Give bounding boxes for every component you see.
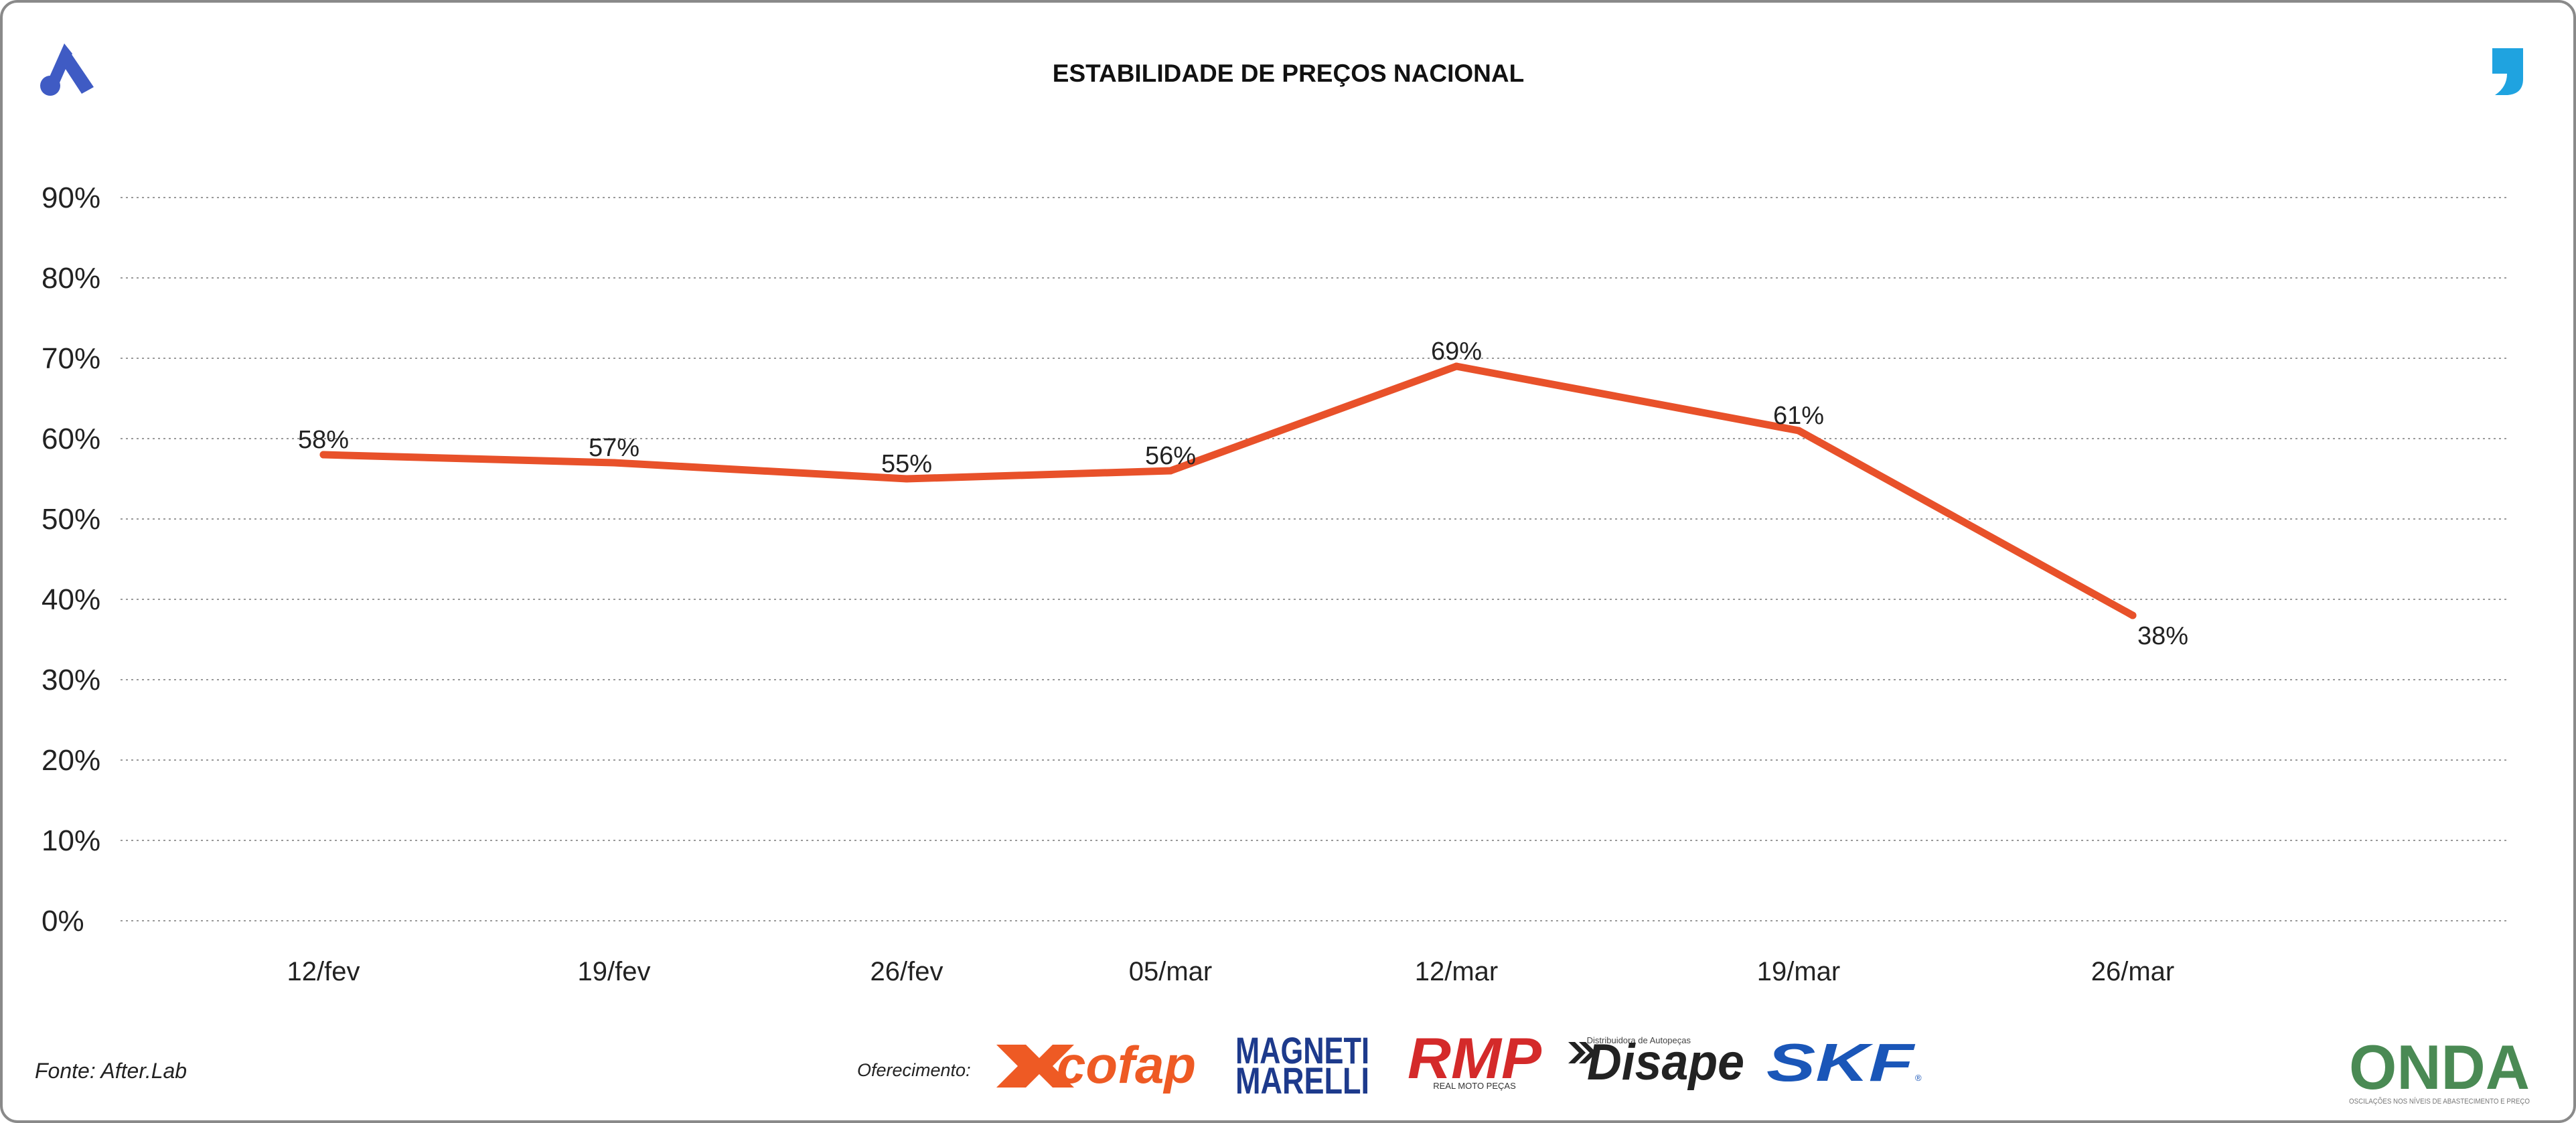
cofap-x-icon — [996, 1045, 1074, 1088]
onda-wordmark: ONDA — [2349, 1032, 2530, 1102]
x-tick-label: 26/fev — [870, 957, 943, 986]
data-label: 58% — [298, 426, 349, 454]
series-line — [319, 362, 2137, 619]
y-tick-label: 50% — [42, 503, 100, 536]
y-tick-label: 70% — [42, 342, 100, 375]
data-label: 69% — [1431, 338, 1482, 366]
y-tick-label: 10% — [42, 824, 100, 857]
magneti-wordmark: MAGNETI — [1235, 1029, 1369, 1071]
data-label: 56% — [1145, 442, 1196, 470]
data-point — [1452, 362, 1460, 370]
skf-logo[interactable]: SKF ® — [1766, 1033, 1922, 1092]
brand-logo-icon — [40, 44, 94, 96]
y-axis-ticks: 0% 10% 20% 30% 40% 50% 60% 70% 80% 90% — [42, 181, 100, 938]
data-label: 57% — [589, 434, 639, 462]
y-tick-label: 60% — [42, 423, 100, 455]
chart-title: ESTABILIDADE DE PREÇOS NACIONAL — [1053, 60, 1524, 87]
x-tick-label: 19/mar — [1757, 957, 1841, 986]
data-point — [1166, 467, 1175, 475]
data-label: 38% — [2137, 622, 2188, 650]
onda-logo[interactable]: ONDA OSCILAÇÕES NOS NÍVEIS DE ABASTECIME… — [2349, 1032, 2530, 1106]
rmp-tagline: REAL MOTO PEÇAS — [1433, 1081, 1516, 1091]
y-tick-label: 30% — [42, 664, 100, 696]
y-tick-label: 40% — [42, 583, 100, 616]
data-point — [1795, 427, 1803, 435]
magneti-marelli-logo[interactable]: MAGNETI MARELLI — [1235, 1029, 1369, 1102]
disape-wordmark: Disape — [1587, 1034, 1744, 1091]
x-tick-label: 26/mar — [2091, 957, 2175, 986]
x-axis-ticks: 12/fev 19/fev 26/fev 05/mar 12/mar 19/mar 26/m… — [287, 957, 2175, 986]
skf-wordmark: SKF — [1766, 1033, 1916, 1092]
x-tick-label: 12/mar — [1415, 957, 1499, 986]
y-tick-label: 90% — [42, 181, 100, 214]
onda-tagline: OSCILAÇÕES NOS NÍVEIS DE ABASTECIMENTO E… — [2349, 1097, 2530, 1106]
cofap-logo[interactable]: cofap — [996, 1035, 1196, 1094]
data-label: 61% — [1773, 402, 1824, 430]
skf-registered-mark: ® — [1915, 1073, 1922, 1083]
x-tick-label: 19/fev — [578, 957, 651, 986]
disape-tagline: Distribuidora de Autopeças — [1587, 1035, 1691, 1045]
disape-logo[interactable]: Distribuidora de Autopeças Disape — [1568, 1034, 1744, 1091]
data-point — [2129, 611, 2137, 619]
y-tick-label: 0% — [42, 905, 84, 938]
x-tick-label: 05/mar — [1129, 957, 1213, 986]
data-point — [610, 459, 618, 467]
source-note: Fonte: After.Lab — [35, 1059, 187, 1083]
rmp-logo[interactable]: RMP REAL MOTO PEÇAS — [1408, 1027, 1542, 1091]
data-point — [903, 475, 911, 483]
data-label: 55% — [881, 450, 932, 478]
series-group — [319, 362, 2137, 619]
gridlines — [121, 197, 2510, 921]
x-tick-label: 12/fev — [287, 957, 360, 986]
data-labels: 58% 57% 55% 56% 69% 61% 38% — [298, 338, 2188, 650]
cofap-wordmark: cofap — [1057, 1035, 1196, 1094]
y-tick-label: 80% — [42, 262, 100, 295]
data-point — [319, 451, 327, 459]
rmp-wordmark: RMP — [1408, 1027, 1542, 1091]
quote-mark-icon — [2492, 48, 2523, 95]
disape-chevron-icon — [1568, 1042, 1596, 1063]
y-tick-label: 20% — [42, 744, 100, 777]
marelli-wordmark: MARELLI — [1235, 1059, 1369, 1102]
sponsor-label: Oferecimento: — [857, 1060, 971, 1080]
